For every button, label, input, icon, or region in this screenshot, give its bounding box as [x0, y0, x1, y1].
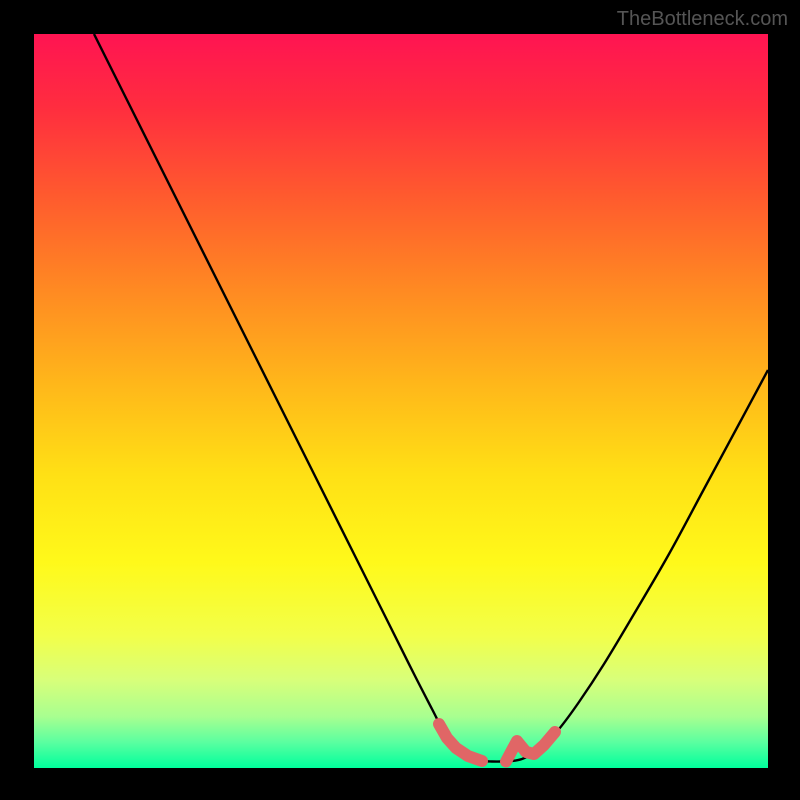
heat-gradient: [34, 34, 768, 768]
bottleneck-chart: [0, 0, 800, 800]
chart-container: TheBottleneck.com: [0, 0, 800, 800]
watermark-text: TheBottleneck.com: [617, 8, 788, 31]
